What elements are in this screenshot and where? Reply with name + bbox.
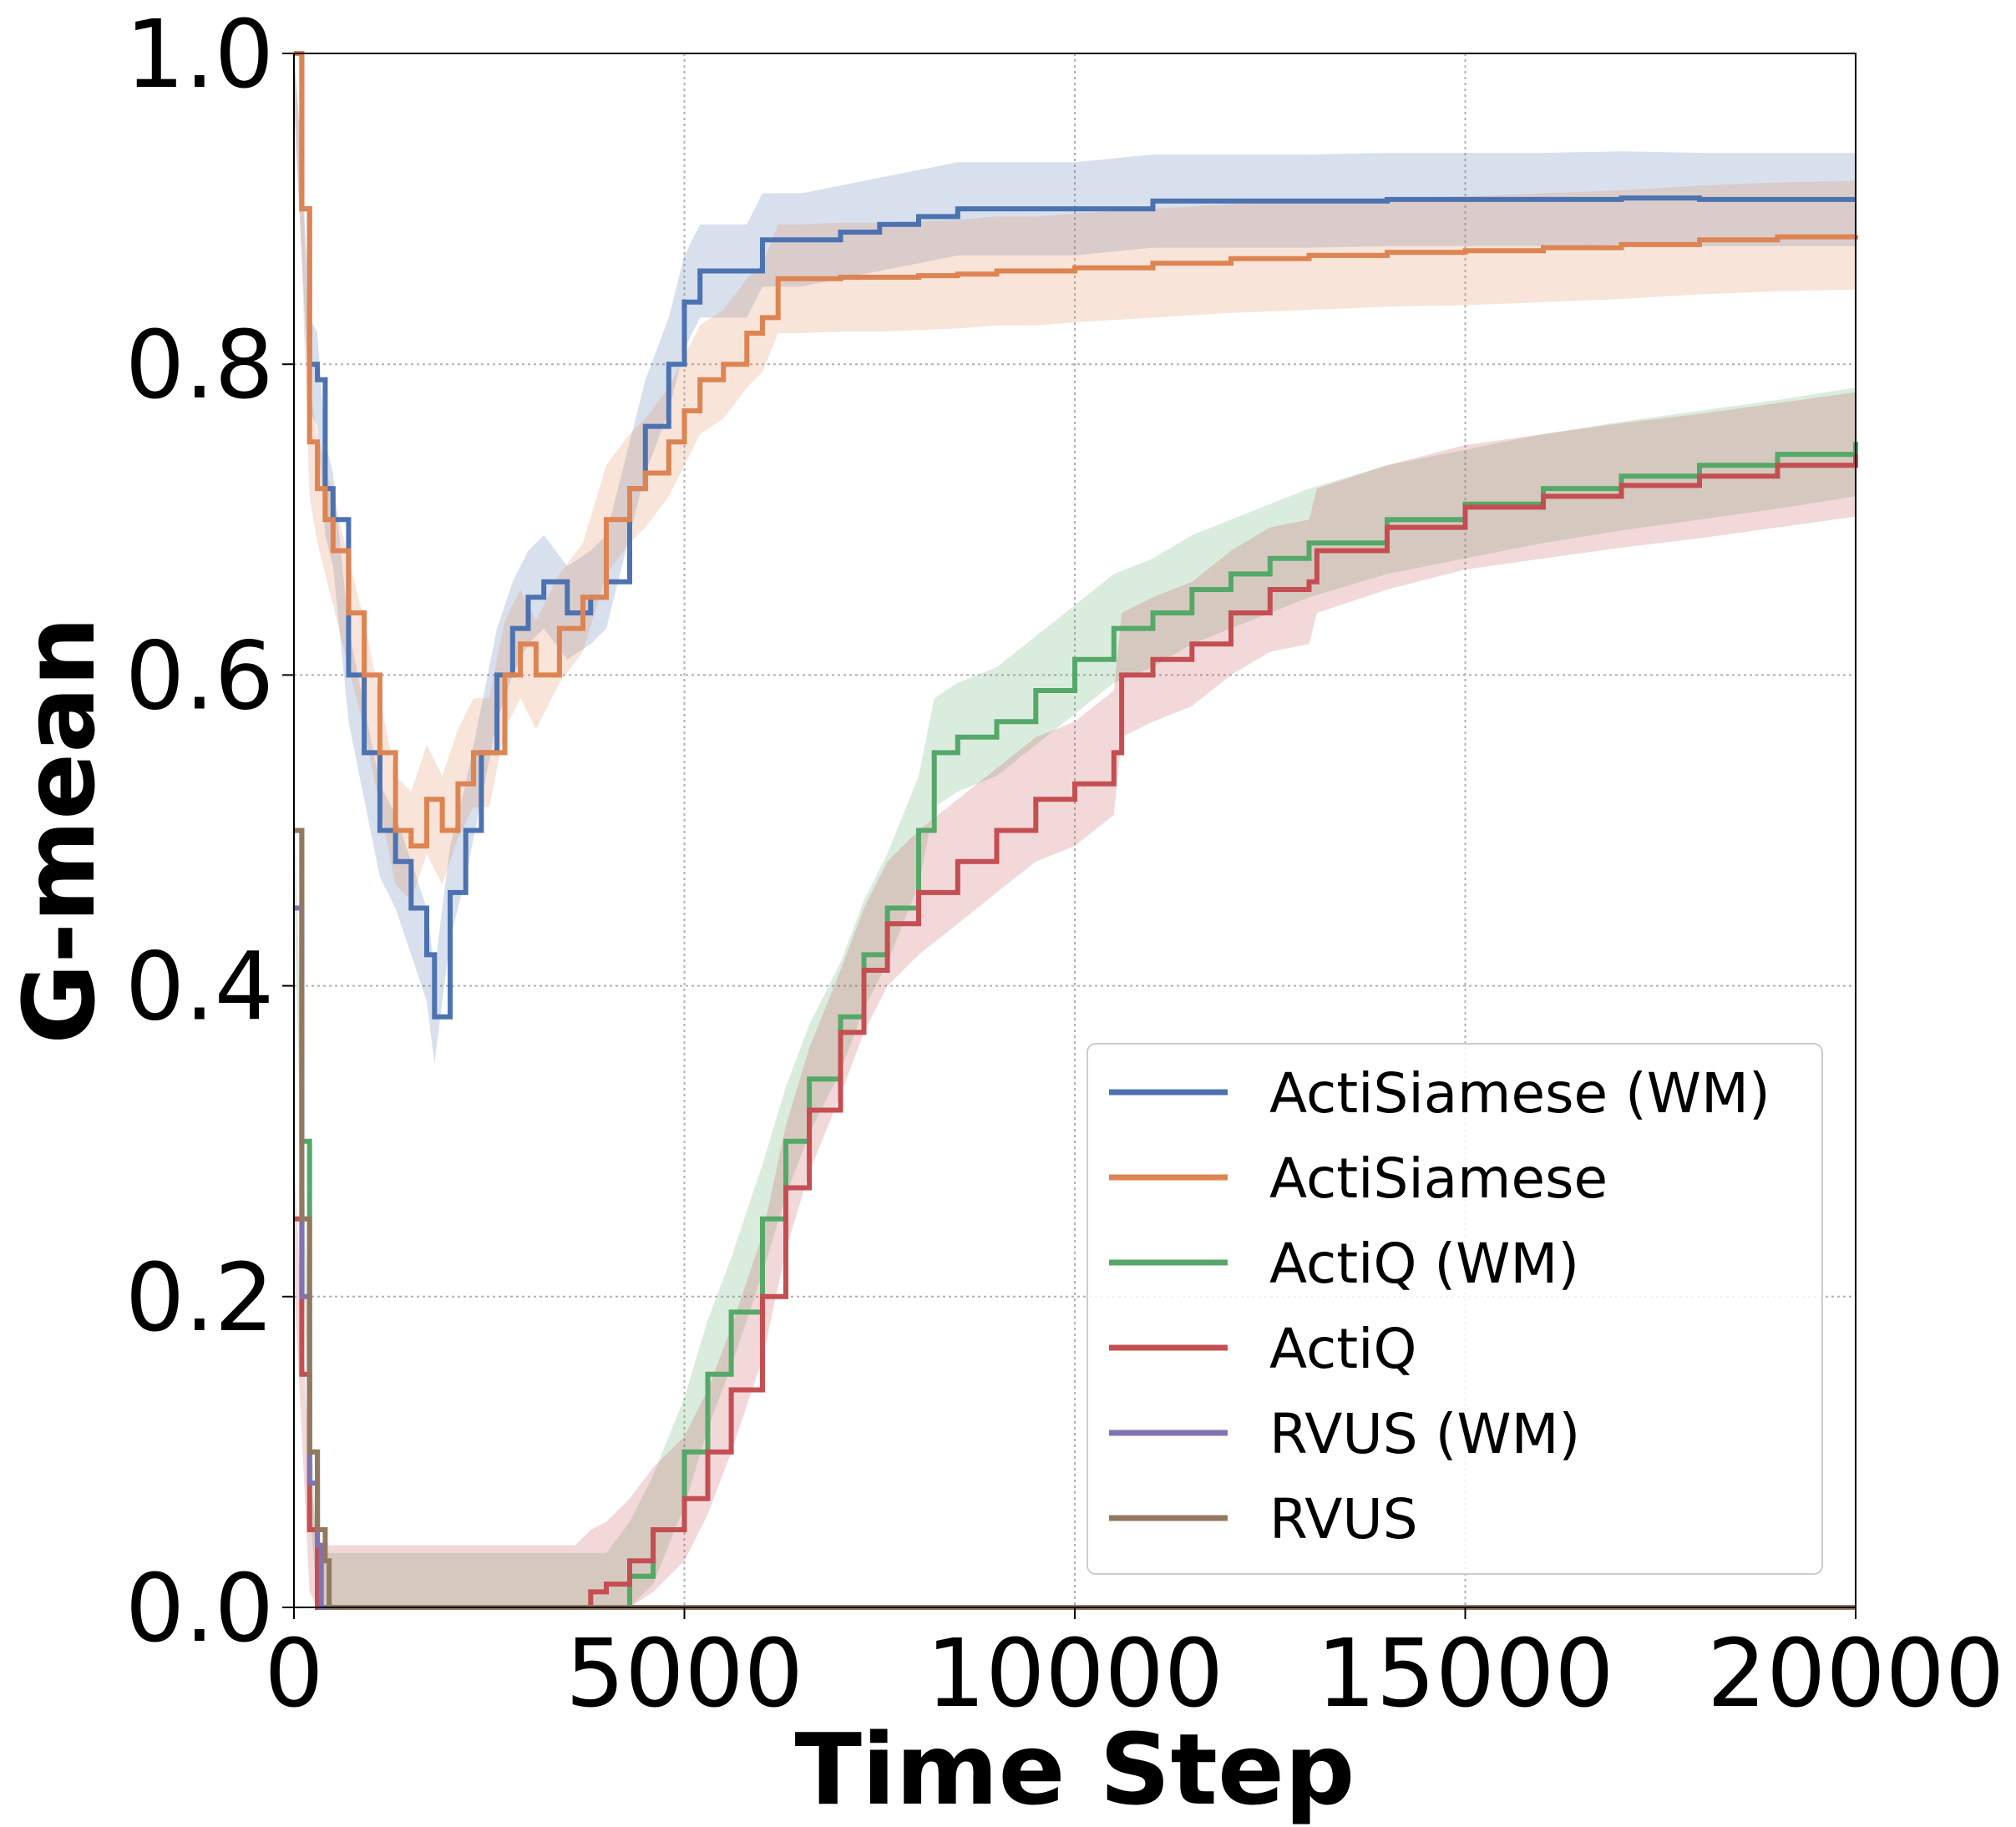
x-tick-label: 20000	[1707, 1620, 2004, 1728]
legend-label: ActiSiamese (WM)	[1269, 1061, 1770, 1126]
confidence-band-1	[294, 53, 1856, 901]
legend-box	[1087, 1043, 1823, 1575]
series-line-1	[294, 51, 1858, 849]
x-tick-label: 5000	[565, 1620, 803, 1728]
y-tick-label: 1.0	[125, 1, 274, 109]
y-axis-label: G-mean	[2, 616, 117, 1044]
legend-label: ActiSiamese	[1269, 1146, 1608, 1211]
legend-label: RVUS (WM)	[1269, 1402, 1580, 1466]
axis-ticks: 0 5000 10000 15000 20000 0.0 0.2 0.4 0.6 0.8 1.0	[125, 1, 2004, 1728]
legend: ActiSiamese (WM) ActiSiamese ActiQ (WM) Act…	[1087, 1043, 1823, 1575]
x-tick-label: 10000	[926, 1620, 1223, 1728]
legend-label: RVUS	[1269, 1487, 1418, 1551]
confidence-band-3	[294, 392, 1856, 1608]
legend-label: ActiQ (WM)	[1269, 1232, 1579, 1296]
x-tick-label: 0	[264, 1620, 323, 1728]
series-line-3	[294, 454, 1858, 1610]
x-tick-label: 15000	[1316, 1620, 1613, 1728]
y-tick-label: 0.6	[125, 622, 274, 731]
y-tick-label: 0.2	[125, 1244, 274, 1353]
x-axis-label: Time Step	[795, 1712, 1355, 1827]
y-tick-label: 0.4	[125, 934, 274, 1042]
confidence-band-2	[294, 387, 1856, 1608]
legend-label: ActiQ	[1269, 1317, 1416, 1381]
y-tick-label: 0.8	[125, 311, 274, 420]
y-tick-label: 0.0	[125, 1555, 274, 1663]
series-line-2	[294, 442, 1858, 1610]
